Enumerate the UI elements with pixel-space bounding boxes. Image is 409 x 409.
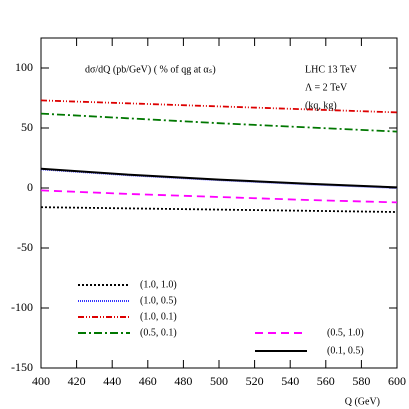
legend-label: (1.0, 0.5) [140, 295, 177, 306]
x-tick-label: 520 [246, 374, 264, 388]
annotation: (kq, kg) [305, 100, 337, 111]
legend-label: (0.5, 0.1) [140, 327, 177, 338]
legend-label: (0.5, 1.0) [327, 327, 364, 338]
series-line [40, 189, 398, 204]
legend-label: (1.0, 1.0) [140, 279, 177, 290]
series-line [40, 206, 398, 213]
x-tick-label: 500 [210, 374, 228, 388]
x-tick-label: 400 [32, 374, 50, 388]
series-line [40, 167, 398, 189]
y-tick-label: -150 [11, 360, 33, 374]
y-tick-label: -100 [11, 300, 33, 314]
x-axis-label: Q (GeV) [345, 396, 380, 407]
legend-label: (1.0, 0.1) [140, 311, 177, 322]
x-tick-label: 460 [139, 374, 157, 388]
y-tick-label: -50 [17, 240, 33, 254]
x-tick-label: 580 [352, 374, 370, 388]
y-tick-label: 50 [21, 120, 33, 134]
x-tick-label: 540 [281, 374, 299, 388]
y-tick-label: 100 [15, 60, 33, 74]
x-tick-label: 480 [174, 374, 192, 388]
x-tick-label: 600 [388, 374, 406, 388]
annotation: LHC 13 TeV [305, 64, 358, 75]
legend-label: (0.1, 0.5) [327, 345, 364, 356]
y-tick-label: 0 [27, 180, 33, 194]
x-tick-label: 440 [103, 374, 121, 388]
annotation: Λ = 2 TeV [305, 82, 348, 93]
series-line [40, 99, 398, 114]
series-line [40, 112, 398, 133]
x-tick-label: 420 [68, 374, 86, 388]
annotation: dσ/dQ (pb/GeV) ( % of qg at αₛ) [85, 64, 216, 75]
x-tick-label: 560 [317, 374, 335, 388]
